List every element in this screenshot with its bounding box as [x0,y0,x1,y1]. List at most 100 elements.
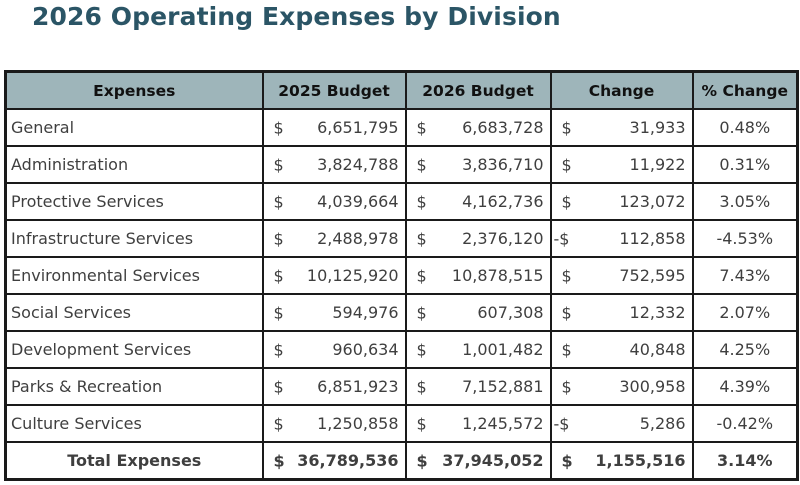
header-change: Change [549,70,694,110]
change-amount: 112,858 [619,229,686,248]
budget-2025-amount: 10,125,920 [306,266,399,285]
table-row: Culture Services $1,250,858 $1,245,572 -$ 5,… [4,404,799,443]
budget-2026-currency: $ [416,118,427,137]
division-name: General [4,108,264,147]
budget-2026-cell: $37,945,052 [404,441,552,481]
budget-2025-currency: $ [273,118,284,137]
budget-2025-currency: $ [273,155,284,174]
budget-2025-cell: $4,039,664 [261,182,407,221]
budget-2025-currency: $ [273,377,284,396]
change-cell: $11,922 [549,145,694,184]
budget-2025-amount: 960,634 [332,340,399,359]
change-currency: $ [561,340,572,359]
budget-2026-amount: 4,162,736 [462,192,544,211]
division-name: Environmental Services [4,256,264,295]
change-amount: 123,072 [619,192,686,211]
budget-2025-currency: $ [273,303,284,322]
page-title: 2026 Operating Expenses by Division [32,2,561,31]
budget-2026-amount: 37,945,052 [442,451,544,470]
budget-2025-cell: $6,851,923 [261,367,407,406]
budget-2026-cell: $7,152,881 [404,367,552,406]
budget-2025-amount: 1,250,858 [317,414,399,433]
change-amount: 11,922 [629,155,686,174]
budget-2025-currency: $ [273,229,284,248]
change-amount: 40,848 [629,340,686,359]
change-amount: 300,958 [619,377,686,396]
expenses-table: Expenses 2025 Budget 2026 Budget Change … [4,70,799,481]
budget-2026-amount: 607,308 [477,303,544,322]
division-name: Total Expenses [4,441,264,481]
change-cell: $12,332 [549,293,694,332]
pct-change: 0.31% [691,145,799,184]
budget-2026-amount: 1,001,482 [462,340,544,359]
table-row: Protective Services $4,039,664 $4,162,736 $… [4,182,799,221]
change-currency: $ [561,451,573,470]
budget-2025-cell: $6,651,795 [261,108,407,147]
change-cell: $40,848 [549,330,694,369]
budget-2025-currency: $ [273,451,285,470]
budget-2025-currency: $ [273,414,284,433]
budget-2026-currency: $ [416,266,427,285]
change-amount: 752,595 [619,266,686,285]
budget-2026-amount: 10,878,515 [451,266,544,285]
budget-2025-amount: 36,789,536 [297,451,399,470]
change-cell: $123,072 [549,182,694,221]
budget-2025-cell: $10,125,920 [261,256,407,295]
budget-2026-cell: $10,878,515 [404,256,552,295]
budget-2025-amount: 6,651,795 [317,118,399,137]
change-cell: $752,595 [549,256,694,295]
budget-2025-cell: $594,976 [261,293,407,332]
budget-2026-currency: $ [416,340,427,359]
pct-change: 0.48% [691,108,799,147]
change-currency: $ [561,192,572,211]
budget-2025-currency: $ [273,192,284,211]
budget-2026-amount: 2,376,120 [462,229,544,248]
budget-2025-currency: $ [273,266,284,285]
pct-change: 4.25% [691,330,799,369]
table-row: General $6,651,795 $6,683,728 $31,933 0.48% [4,108,799,147]
budget-2026-amount: 3,836,710 [462,155,544,174]
change-currency: -$ [553,414,570,433]
pct-change: -4.53% [691,219,799,258]
budget-2025-amount: 594,976 [332,303,399,322]
budget-2025-cell: $3,824,788 [261,145,407,184]
budget-2026-cell: $1,001,482 [404,330,552,369]
header-pct-change: % Change [691,70,799,110]
table-row: Administration $3,824,788 $3,836,710 $11,92… [4,145,799,184]
table-row: Parks & Recreation $6,851,923 $7,152,881 $3… [4,367,799,406]
change-amount: 5,286 [639,414,686,433]
pct-change: 4.39% [691,367,799,406]
budget-2026-currency: $ [416,192,427,211]
header-expenses: Expenses [4,70,264,110]
pct-change: 3.14% [691,441,799,481]
change-cell: -$ 112,858 [549,219,694,258]
budget-2025-amount: 6,851,923 [317,377,399,396]
budget-2025-amount: 4,039,664 [317,192,399,211]
budget-2026-cell: $6,683,728 [404,108,552,147]
table-row: Infrastructure Services $2,488,978 $2,376,… [4,219,799,258]
budget-2026-cell: $1,245,572 [404,404,552,443]
header-2025-budget: 2025 Budget [261,70,407,110]
budget-2026-currency: $ [416,229,427,248]
change-cell: $300,958 [549,367,694,406]
budget-2026-currency: $ [416,414,427,433]
budget-2025-cell: $36,789,536 [261,441,407,481]
budget-2026-currency: $ [416,451,428,470]
change-cell: $1,155,516 [549,441,694,481]
budget-2025-cell: $1,250,858 [261,404,407,443]
change-currency: $ [561,303,572,322]
division-name: Protective Services [4,182,264,221]
table-header-row: Expenses 2025 Budget 2026 Budget Change … [4,70,799,110]
pct-change: 3.05% [691,182,799,221]
change-amount: 1,155,516 [595,451,686,470]
budget-2026-cell: $3,836,710 [404,145,552,184]
total-row: Total Expenses $36,789,536 $37,945,052 $1,1… [4,441,799,481]
change-cell: $31,933 [549,108,694,147]
budget-2026-currency: $ [416,377,427,396]
budget-2025-amount: 2,488,978 [317,229,399,248]
budget-2025-amount: 3,824,788 [317,155,399,174]
pct-change: -0.42% [691,404,799,443]
change-currency: $ [561,266,572,285]
budget-2026-cell: $4,162,736 [404,182,552,221]
table-row: Development Services $960,634 $1,001,482 $4… [4,330,799,369]
